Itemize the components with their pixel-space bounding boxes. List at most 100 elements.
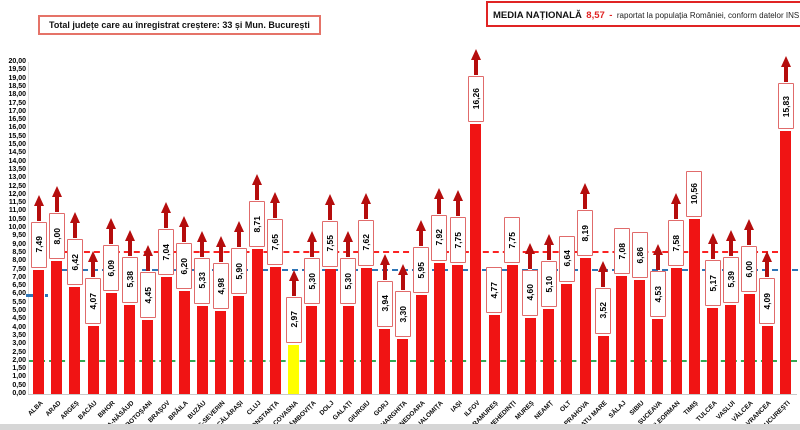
- arrow-head: [397, 264, 408, 276]
- arrow-shaft: [710, 244, 715, 260]
- increase-arrow-icon: [69, 212, 80, 239]
- chart-bar: [196, 305, 208, 394]
- arrow-head: [161, 202, 172, 214]
- bar-value-text: 7,75: [507, 232, 518, 249]
- y-axis-tick-label: 9,00: [12, 240, 26, 248]
- arrow-shaft: [400, 275, 405, 291]
- separator-dash: -: [609, 10, 613, 21]
- increase-arrow-icon: [288, 269, 299, 296]
- chart-bar: [51, 261, 63, 394]
- bar-value-label: 6,86: [631, 232, 648, 279]
- bar-value-text: 16,26: [470, 88, 481, 110]
- increase-arrow-icon: [325, 193, 336, 220]
- increase-arrow-icon: [652, 243, 663, 270]
- increase-arrow-icon: [580, 183, 591, 210]
- chart-bar: [543, 309, 555, 394]
- arrow-head: [288, 269, 299, 281]
- national-average-box: MEDIA NAȚIONALĂ 8,57 - raportat la popul…: [486, 1, 800, 27]
- chart-bar: [69, 287, 81, 394]
- y-axis-tick-label: 7,00: [12, 273, 26, 281]
- increase-arrow-icon: [161, 202, 172, 229]
- bar-value-text: 7,58: [671, 234, 682, 252]
- national-average-label: MEDIA NAȚIONALĂ: [493, 10, 582, 21]
- bar-value-text: 4,60: [525, 284, 536, 301]
- arrow-head: [270, 192, 281, 203]
- bar-value-label: 7,49: [30, 221, 47, 268]
- y-axis-tick-label: 12,00: [8, 190, 26, 198]
- bar-value-label: 8,00: [48, 213, 65, 260]
- increase-summary-text: Total județe care au înregistrat creșter…: [49, 20, 310, 30]
- arrow-shaft: [674, 204, 679, 220]
- bar-value-text: 5,33: [197, 272, 208, 289]
- bar-value-text: 7,08: [616, 243, 627, 260]
- arrow-shaft: [291, 280, 296, 296]
- y-axis-tick-label: 6,50: [12, 282, 26, 290]
- increase-arrow-icon: [142, 245, 153, 272]
- bar-value-text: 5,17: [707, 274, 718, 292]
- arrow-head: [69, 212, 80, 224]
- increase-arrow-icon: [124, 229, 135, 256]
- bar-value-text: 8,00: [51, 227, 62, 245]
- bar-value-label: 3,30: [394, 291, 411, 338]
- arrow-head: [33, 194, 44, 206]
- national-average-value: 8,57: [586, 10, 605, 21]
- arrow-head: [744, 219, 755, 231]
- arrow-shaft: [364, 203, 369, 219]
- arrow-shaft: [528, 253, 533, 269]
- arrow-shaft: [36, 205, 41, 221]
- bar-value-label: 15,83: [777, 83, 794, 130]
- bar-value-label: 5,17: [704, 260, 721, 307]
- increase-summary-box: Total județe care au înregistrat creșter…: [38, 15, 321, 35]
- arrow-head: [434, 187, 445, 199]
- chart-bar: [780, 131, 792, 394]
- bar-value-label: 4,45: [139, 272, 156, 319]
- increase-arrow-icon: [725, 229, 736, 256]
- bar-value-label: 6,64: [558, 235, 575, 282]
- bar-value-text: 5,30: [306, 272, 317, 290]
- chart-bar: [324, 268, 336, 394]
- arrow-shaft: [145, 256, 150, 272]
- chart-bar: [288, 344, 300, 394]
- bar-value-label: 10,56: [686, 170, 703, 217]
- increase-arrow-icon: [51, 186, 62, 213]
- bar-value-label: 3,52: [595, 287, 612, 334]
- bar-value-text: 4,53: [652, 285, 663, 303]
- chart-bar: [233, 296, 245, 394]
- increase-arrow-icon: [179, 216, 190, 243]
- arrow-shaft: [455, 201, 460, 217]
- arrow-head: [215, 236, 226, 248]
- bar-value-label: 4,77: [486, 266, 502, 313]
- arrow-shaft: [218, 247, 223, 263]
- y-axis-tick-label: 1,00: [12, 373, 26, 381]
- blue-line-fragment-dot: [45, 294, 48, 297]
- arrow-head: [106, 217, 117, 229]
- increase-arrow-icon: [470, 49, 481, 76]
- chart-bar: [342, 306, 354, 394]
- arrow-head: [671, 193, 682, 205]
- chart-bar: [670, 268, 682, 394]
- increase-arrow-icon: [270, 192, 281, 218]
- y-axis-tick-label: 4,00: [12, 323, 26, 331]
- bar-value-text: 7,49: [33, 236, 44, 253]
- arrow-shaft: [546, 245, 551, 261]
- arrow-shaft: [583, 194, 588, 210]
- arrow-head: [252, 174, 263, 186]
- bar-value-text: 7,92: [434, 229, 445, 246]
- arrow-head: [543, 234, 554, 246]
- arrow-head: [470, 49, 481, 61]
- bar-value-label: 2,97: [285, 296, 302, 343]
- bar-value-label: 7,75: [449, 217, 466, 264]
- arrow-head: [197, 230, 208, 242]
- increase-arrow-icon: [762, 251, 773, 278]
- arrow-shaft: [728, 240, 733, 256]
- bar-value-text: 6,86: [634, 246, 645, 264]
- y-axis-tick-label: 5,50: [12, 298, 26, 306]
- arrow-shaft: [747, 230, 752, 246]
- bar-value-text: 5,38: [124, 271, 135, 288]
- bar-value-label: 8,71: [249, 201, 266, 248]
- y-axis-line: [28, 62, 29, 394]
- bar-value-text: 6,00: [744, 261, 755, 278]
- chart-bar: [251, 249, 263, 394]
- y-axis-tick-label: 16,00: [8, 124, 26, 132]
